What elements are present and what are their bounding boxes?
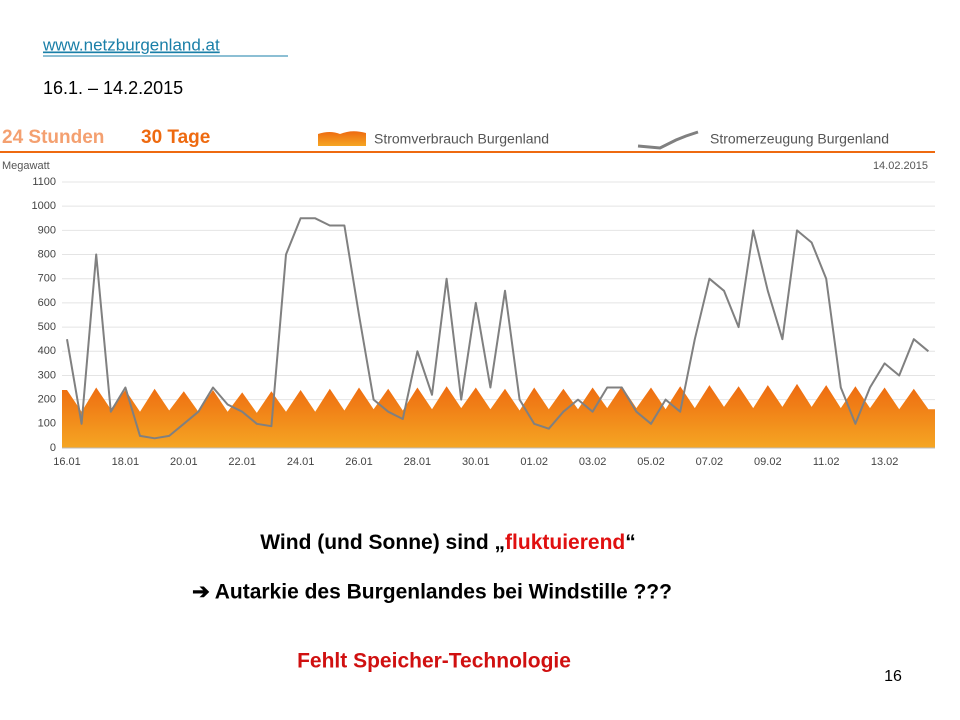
x-tick-label: 01.02 [520,456,548,468]
x-tick-label: 20.01 [170,456,198,468]
generation-line [66,217,930,440]
y-tick-label: 800 [38,248,56,260]
legend-label: Stromerzeugung Burgenland [710,131,889,147]
y-tick-label: 700 [38,273,56,285]
x-tick-label: 11.02 [813,456,840,468]
page-number: 16 [884,668,902,685]
heading-part: Wind (und Sonne) sind „ [260,531,505,554]
heading-part: “ [625,531,636,554]
x-tick-label: 26.01 [345,456,373,468]
x-tick-label: 05.02 [637,456,665,468]
x-tick-label: 30.01 [462,456,490,468]
chart: 24 Stunden 30 Tage Megawatt 14.02.2015 Strom… [0,127,935,468]
date-label: 14.02.2015 [873,160,928,172]
legend-swatch [318,131,366,146]
x-tick-label: 16.01 [53,456,81,468]
x-tick-label: 18.01 [112,456,140,468]
heading: Wind (und Sonne) sind „fluktuierend“ [260,531,635,554]
x-tick-label: 03.02 [579,456,607,468]
y-tick-label: 0 [50,442,56,454]
legend-swatch [637,130,699,150]
y-tick-label: 1000 [32,200,56,212]
x-tick-label: 28.01 [404,456,432,468]
y-axis-label: Megawatt [2,160,50,172]
legend-label: Stromverbrauch Burgenland [374,131,549,147]
y-tick-label: 600 [38,297,56,309]
y-tick-label: 100 [38,418,56,430]
y-tick-label: 1100 [32,176,56,188]
tab: 24 Stunden [2,127,104,148]
y-tick-label: 500 [38,321,56,333]
consumption-area [62,383,935,448]
y-tick-label: 200 [38,394,56,406]
conclusion: ➔ Autarkie des Burgenlandes bei Windstil… [192,581,672,604]
link[interactable]: www.netzburgenland.at [42,35,220,54]
period: 16.1. – 14.2.2015 [43,78,183,98]
y-tick-label: 400 [38,345,56,357]
note: Fehlt Speicher-Technologie [297,650,571,673]
x-tick-label: 22.01 [228,456,256,468]
y-tick-label: 900 [38,224,56,236]
heading-highlight: fluktuierend [505,531,625,554]
y-tick-label: 300 [38,369,56,381]
tab-active: 30 Tage [141,127,210,148]
x-tick-label: 09.02 [754,456,782,468]
x-tick-label: 07.02 [696,456,724,468]
x-tick-label: 24.01 [287,456,315,468]
x-tick-label: 13.02 [871,456,899,468]
